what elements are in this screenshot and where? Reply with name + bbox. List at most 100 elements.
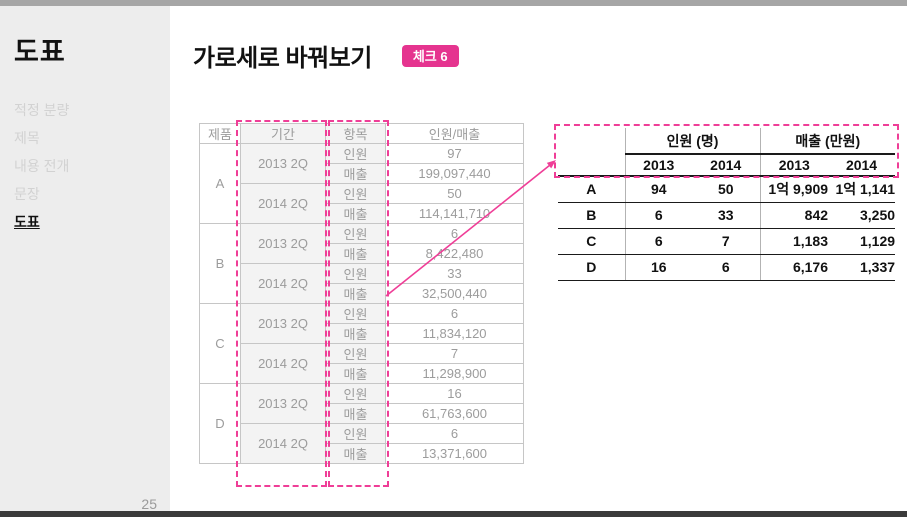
item-cell: 인원 [325, 383, 386, 404]
row-label: A [558, 176, 625, 203]
sidebar-menu: 적정 분량 제목 내용 전개 문장 도표 [14, 102, 69, 242]
result-table: 인원 (명) 매출 (만원) 2013 2014 2013 2014 A 94 … [558, 128, 896, 281]
item-cell: 매출 [325, 443, 386, 464]
value-cell: 8,422,480 [385, 243, 524, 264]
top-bar [0, 0, 907, 6]
year-header: 2013 [624, 154, 692, 177]
product-cell: A [199, 143, 241, 224]
item-cell: 인원 [325, 223, 386, 244]
value-cell: 16 [624, 254, 692, 281]
table-row: 매출 61,763,600 [200, 403, 524, 424]
value-cell: 33 [385, 263, 524, 284]
table-row: 매출 13,371,600 [200, 443, 524, 464]
result-year-header-row: 2013 2014 2013 2014 [558, 154, 896, 177]
year-header: 2013 [759, 154, 829, 177]
sidebar-item-proper-amount[interactable]: 적정 분량 [14, 102, 70, 118]
value-cell: 1억 1,141 [828, 176, 896, 203]
table-row: 2014 2Q 인원 6 [200, 423, 524, 464]
value-cell: 6 [385, 223, 524, 244]
col-header-item: 항목 [325, 123, 386, 144]
corner-cell [558, 128, 625, 154]
value-cell: 6 [385, 423, 524, 444]
item-cell: 인원 [325, 303, 386, 324]
value-cell: 50 [385, 183, 524, 204]
value-cell: 32,500,440 [385, 283, 524, 304]
table-row: B 2013 2Q 인원 6 [199, 223, 524, 304]
item-cell: 인원 [325, 143, 386, 164]
value-cell: 1,337 [828, 254, 896, 281]
source-table: 제품 기간 항목 인원/매출 A 2013 2Q 인원 97 매출 199,09… [199, 123, 524, 464]
col-header-product: 제품 [199, 123, 241, 144]
value-cell: 11,298,900 [385, 363, 524, 384]
value-cell: 6 [385, 303, 524, 324]
value-cell: 7 [385, 343, 524, 364]
value-cell: 6 [692, 254, 761, 281]
item-cell: 매출 [325, 243, 386, 264]
table-row: A 94 50 1억 9,909 1억 1,141 [558, 176, 896, 203]
table-row: 매출 11,298,900 [200, 363, 524, 384]
sidebar-item-content-flow[interactable]: 내용 전개 [14, 158, 70, 174]
period-cell: 2014 2Q [240, 343, 326, 384]
item-cell: 매출 [325, 403, 386, 424]
value-cell: 1,129 [828, 228, 896, 255]
row-label: C [558, 228, 625, 255]
sidebar-item-chart[interactable]: 도표 [14, 214, 40, 230]
value-cell: 1억 9,909 [759, 176, 829, 203]
sidebar-item-title[interactable]: 제목 [14, 130, 40, 146]
source-table-header-row: 제품 기간 항목 인원/매출 [199, 123, 524, 144]
result-group-header-row: 인원 (명) 매출 (만원) [558, 128, 896, 155]
page-title: 가로세로 바꿔보기 [193, 45, 372, 72]
value-cell: 3,250 [828, 202, 896, 229]
value-cell: 33 [692, 202, 761, 229]
value-cell: 16 [385, 383, 524, 404]
table-row: A 2013 2Q 인원 97 [199, 143, 524, 224]
table-row: D 16 6 6,176 1,337 [558, 254, 896, 281]
table-row: 2014 2Q 인원 50 [200, 183, 524, 224]
item-cell: 인원 [325, 263, 386, 284]
sidebar-title: 도표 [14, 37, 66, 67]
sidebar: 도표 적정 분량 제목 내용 전개 문장 도표 25 [0, 6, 170, 512]
year-header: 2014 [692, 154, 761, 177]
value-cell: 97 [385, 143, 524, 164]
product-cell: B [199, 223, 241, 304]
value-cell: 6,176 [759, 254, 829, 281]
item-cell: 인원 [325, 343, 386, 364]
period-cell: 2013 2Q [240, 383, 326, 424]
heading-row: 가로세로 바꿔보기 체크 6 [193, 38, 459, 73]
item-cell: 인원 [325, 423, 386, 444]
year-header: 2014 [828, 154, 896, 177]
item-cell: 인원 [325, 183, 386, 204]
group-header-sales: 매출 (만원) [759, 128, 896, 155]
value-cell: 6 [624, 202, 692, 229]
value-cell: 114,141,710 [385, 203, 524, 224]
row-label: B [558, 202, 625, 229]
product-cell: D [199, 383, 241, 464]
period-cell: 2013 2Q [240, 143, 326, 184]
value-cell: 11,834,120 [385, 323, 524, 344]
period-cell: 2014 2Q [240, 423, 326, 464]
table-row: 2014 2Q 인원 7 [200, 343, 524, 384]
value-cell: 7 [692, 228, 761, 255]
product-cell: C [199, 303, 241, 384]
value-cell: 13,371,600 [385, 443, 524, 464]
item-cell: 매출 [325, 203, 386, 224]
col-header-period: 기간 [240, 123, 326, 144]
period-cell: 2014 2Q [240, 183, 326, 224]
period-cell: 2013 2Q [240, 303, 326, 344]
row-label: D [558, 254, 625, 281]
value-cell: 6 [624, 228, 692, 255]
item-cell: 매출 [325, 323, 386, 344]
value-cell: 842 [759, 202, 829, 229]
sidebar-item-sentence[interactable]: 문장 [14, 186, 40, 202]
page-number: 25 [141, 496, 157, 512]
value-cell: 1,183 [759, 228, 829, 255]
group-header-people: 인원 (명) [624, 128, 761, 155]
period-cell: 2014 2Q [240, 263, 326, 304]
corner-cell [558, 154, 625, 177]
value-cell: 50 [692, 176, 761, 203]
item-cell: 매출 [325, 283, 386, 304]
col-header-value: 인원/매출 [385, 123, 524, 144]
table-row: D 2013 2Q 인원 16 [199, 383, 524, 464]
table-row: B 6 33 842 3,250 [558, 202, 896, 229]
item-cell: 매출 [325, 163, 386, 184]
